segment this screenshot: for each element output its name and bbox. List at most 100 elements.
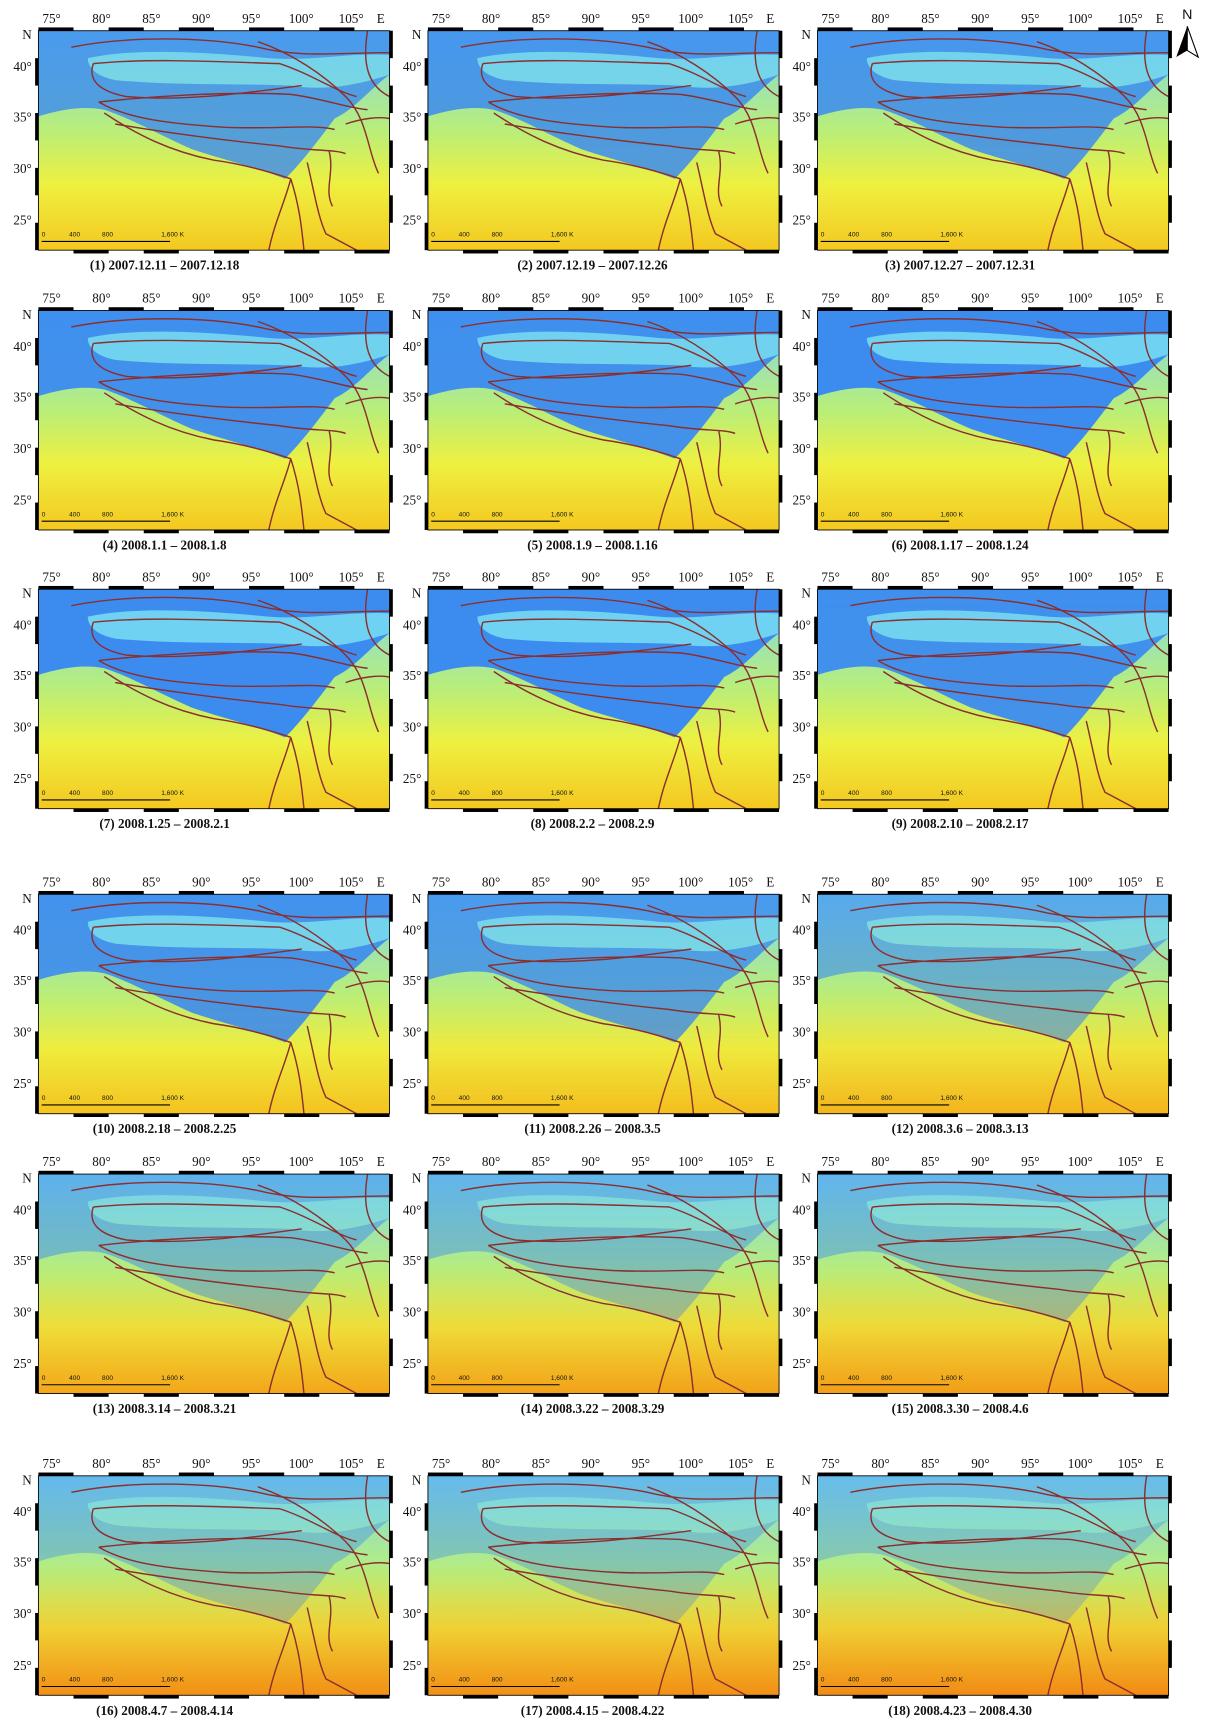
frame-tick xyxy=(817,890,853,895)
longitude-label: 100° xyxy=(1068,874,1093,889)
panel-caption: (3) 2007.12.27 – 2007.12.31 xyxy=(885,258,1035,273)
latitude-label: 40° xyxy=(13,618,31,633)
frame-tick xyxy=(1168,365,1172,393)
frame-tick xyxy=(779,1003,783,1032)
scale-label: 800 xyxy=(102,1375,113,1382)
longitude-label: E xyxy=(377,291,385,306)
frame-tick xyxy=(498,1170,534,1175)
frame-tick xyxy=(779,589,783,617)
scale-label: 0 xyxy=(431,1095,435,1102)
latitude-label: 25° xyxy=(403,771,421,786)
latitude-label: N xyxy=(412,1171,422,1186)
panel-caption: (10) 2008.2.18 – 2008.2.25 xyxy=(93,1121,237,1136)
longitude-label: 90° xyxy=(971,291,989,306)
longitude-label: 95° xyxy=(242,291,260,306)
scale-label: 800 xyxy=(102,1095,113,1102)
frame-tick xyxy=(389,1475,393,1504)
longitude-label: 100° xyxy=(1068,291,1093,306)
scale-label: 400 xyxy=(848,232,859,239)
frame-tick xyxy=(108,1472,144,1476)
frame-tick xyxy=(638,27,674,31)
frame-tick xyxy=(213,1695,250,1699)
latitude-label: 40° xyxy=(13,1202,31,1217)
frame-tick xyxy=(178,1472,214,1476)
scale-label: 800 xyxy=(881,1095,892,1102)
frame-tick xyxy=(814,337,818,366)
latitude-label: 30° xyxy=(792,161,810,176)
map-panel: 75° 80° 85° 90° 95° 100° 105° E N 40° 35° 30° 25° 0 40… xyxy=(403,874,783,1118)
frame-tick xyxy=(1168,1058,1172,1087)
frame-tick xyxy=(1133,1393,1169,1397)
frame-tick xyxy=(1098,307,1134,311)
scale-label: 0 xyxy=(42,511,46,518)
frame-tick xyxy=(1168,949,1172,977)
frame-tick xyxy=(887,307,923,311)
frame-tick xyxy=(389,1585,393,1613)
frame-tick xyxy=(779,753,783,782)
frame-tick xyxy=(354,1393,390,1397)
latitude-label: N xyxy=(412,586,422,601)
longitude-label: E xyxy=(766,569,774,584)
latitude-label: N xyxy=(22,27,32,42)
frame-tick xyxy=(1168,753,1172,782)
panel-caption: (18) 2008.4.23 – 2008.4.30 xyxy=(888,1703,1032,1718)
frame-tick xyxy=(463,529,499,534)
latitude-label: N xyxy=(801,307,811,322)
frame-tick xyxy=(814,726,818,754)
scale-label: 400 xyxy=(848,1375,859,1382)
longitude-label: 80° xyxy=(482,874,500,889)
scale-label: 400 xyxy=(848,511,859,518)
frame-tick xyxy=(424,447,428,476)
longitude-label: 80° xyxy=(92,1456,110,1471)
frame-tick xyxy=(143,1695,179,1699)
latitude-label: 30° xyxy=(13,1025,31,1040)
scale-label: 1,600 K xyxy=(940,511,963,518)
frame-tick xyxy=(213,1113,250,1118)
frame-tick xyxy=(424,222,428,251)
longitude-label: 75° xyxy=(42,291,60,306)
frame-tick xyxy=(143,1393,179,1397)
longitude-label: E xyxy=(377,569,385,584)
scale-label: 400 xyxy=(69,790,80,797)
latitude-label: 30° xyxy=(403,1606,421,1621)
scale-label: 1,600 K xyxy=(161,790,184,797)
scale-label: 400 xyxy=(459,232,470,239)
frame-tick xyxy=(35,1667,39,1696)
map-panel: 75° 80° 85° 90° 95° 100° 105° E N 40° 35° 30° 25° 0 40… xyxy=(13,291,393,534)
latitude-label: 35° xyxy=(792,1555,810,1570)
frame-tick xyxy=(427,1170,464,1175)
frame-tick xyxy=(922,1695,958,1699)
longitude-label: 100° xyxy=(289,874,314,889)
frame-tick xyxy=(427,585,464,590)
frame-tick xyxy=(284,1695,320,1699)
map-warm xyxy=(427,1475,780,1696)
scale-label: 800 xyxy=(492,1677,503,1684)
longitude-label: 105° xyxy=(728,11,753,26)
frame-tick xyxy=(178,1170,214,1175)
longitude-label: 95° xyxy=(242,1154,260,1169)
frame-tick xyxy=(673,529,709,534)
frame-tick xyxy=(1168,30,1172,59)
longitude-label: 85° xyxy=(921,291,939,306)
frame-tick xyxy=(673,250,709,254)
scale-label: 400 xyxy=(459,1375,470,1382)
scale-label: 800 xyxy=(492,232,503,239)
longitude-label: 85° xyxy=(921,874,939,889)
longitude-label: 90° xyxy=(582,11,600,26)
scale-label: 1,600 K xyxy=(551,1095,574,1102)
latitude-label: 40° xyxy=(403,923,421,938)
frame-tick xyxy=(708,890,744,895)
panel-caption: (11) 2008.2.26 – 2008.3.5 xyxy=(524,1121,661,1136)
latitude-label: 40° xyxy=(403,618,421,633)
latitude-label: 30° xyxy=(403,441,421,456)
longitude-label: 75° xyxy=(42,874,60,889)
longitude-label: 85° xyxy=(142,291,160,306)
latitude-label: 30° xyxy=(13,720,31,735)
scale-label: 0 xyxy=(42,1375,46,1382)
frame-tick xyxy=(779,1174,783,1202)
frame-tick xyxy=(743,529,780,534)
longitude-label: E xyxy=(377,1154,385,1169)
map-panel: 75° 80° 85° 90° 95° 100° 105° E N 40° 35° 30° 25° 0 40… xyxy=(403,11,783,254)
scale-label: 0 xyxy=(42,1095,46,1102)
